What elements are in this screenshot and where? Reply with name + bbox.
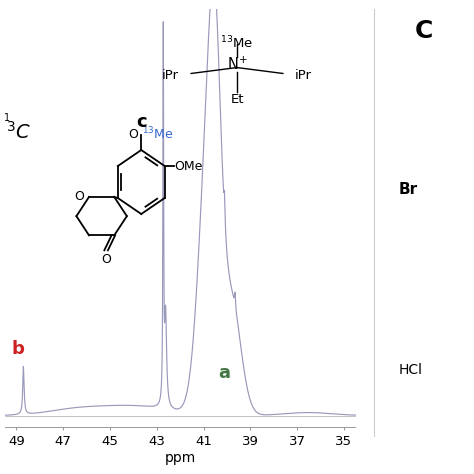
Text: O: O	[101, 254, 111, 266]
Text: c: c	[136, 113, 146, 131]
Text: OMe: OMe	[174, 160, 203, 173]
Text: iPr: iPr	[162, 69, 179, 82]
Text: HCl: HCl	[398, 363, 422, 377]
Text: Et: Et	[230, 93, 244, 106]
Text: Br: Br	[398, 182, 417, 197]
X-axis label: ppm: ppm	[164, 451, 196, 465]
Text: O: O	[74, 191, 84, 203]
Text: O: O	[128, 128, 138, 140]
Text: $^{13}$Me: $^{13}$Me	[220, 35, 254, 51]
Text: N$^{+}$: N$^{+}$	[227, 55, 247, 73]
Text: a: a	[219, 365, 230, 383]
Text: b: b	[11, 340, 24, 358]
Text: iPr: iPr	[295, 69, 312, 82]
Text: $^{13}$Me: $^{13}$Me	[142, 126, 173, 142]
Text: $^{1}$: $^{1}$	[3, 112, 10, 126]
Text: C: C	[415, 19, 433, 43]
Text: $^{3}C$: $^{3}C$	[7, 121, 31, 143]
